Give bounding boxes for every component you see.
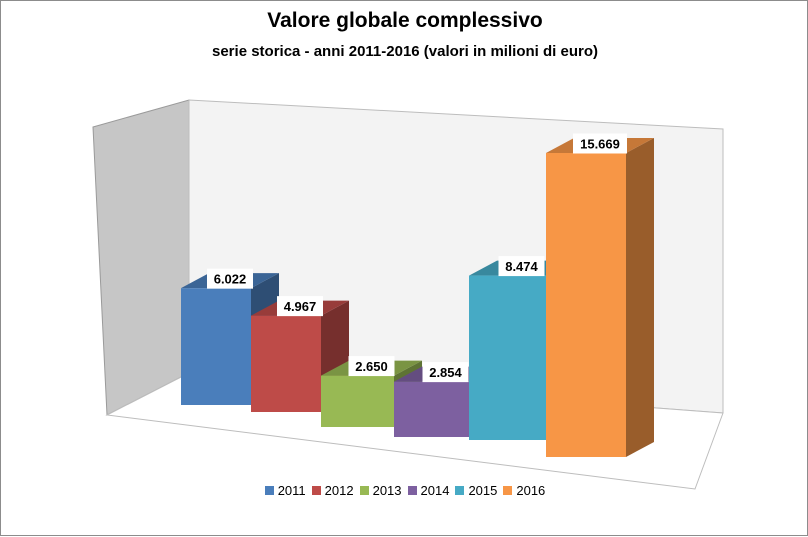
legend-label-2014: 2014 bbox=[420, 483, 450, 498]
bar-2011 bbox=[181, 288, 251, 405]
legend-item-2012: 2012 bbox=[311, 483, 354, 498]
data-label-2013: 2.650 bbox=[355, 359, 388, 374]
data-label-box-2013 bbox=[348, 356, 395, 377]
data-label-2011: 6.022 bbox=[214, 272, 247, 287]
legend-swatch-2015 bbox=[455, 486, 465, 495]
data-label-2012: 4.967 bbox=[284, 299, 317, 314]
legend-label-2015: 2015 bbox=[468, 483, 498, 498]
data-label-2016: 15.669 bbox=[580, 137, 620, 152]
bar-side-2016 bbox=[626, 138, 654, 457]
legend-swatch-2011 bbox=[264, 486, 274, 495]
legend-item-2015: 2015 bbox=[455, 483, 497, 498]
data-label-2014: 2.854 bbox=[429, 365, 462, 380]
legend-label-2016: 2016 bbox=[516, 483, 546, 498]
data-label-box-2016 bbox=[573, 133, 627, 154]
legend-label-2011: 2011 bbox=[277, 483, 306, 498]
data-label-box-2011 bbox=[207, 268, 253, 289]
legend-item-2016: 2016 bbox=[503, 483, 545, 498]
legend-item-2011: 2011 bbox=[264, 483, 306, 498]
legend-swatch-2013 bbox=[359, 486, 369, 495]
bar-2016 bbox=[546, 153, 626, 457]
chart-legend: 2011 2012 2013 2014 2015 2016 bbox=[1, 483, 808, 498]
side-wall bbox=[92, 99, 190, 416]
bar-2015 bbox=[469, 275, 546, 440]
legend-item-2014: 2014 bbox=[407, 483, 450, 498]
legend-swatch-2012 bbox=[311, 486, 321, 495]
chart-subtitle: serie storica - anni 2011-2016 (valori i… bbox=[212, 43, 598, 60]
data-label-box-2014 bbox=[422, 362, 469, 383]
legend-item-2013: 2013 bbox=[359, 483, 402, 498]
legend-label-2013: 2013 bbox=[372, 483, 402, 498]
data-label-box-2012 bbox=[277, 296, 323, 317]
legend-label-2012: 2012 bbox=[324, 483, 354, 498]
bar-2013 bbox=[321, 375, 394, 427]
legend-swatch-2014 bbox=[407, 486, 417, 495]
data-label-2015: 8.474 bbox=[505, 259, 538, 274]
bar-2014 bbox=[394, 381, 469, 437]
bar-2012 bbox=[251, 315, 321, 412]
chart-title: Valore globale complessivo bbox=[267, 9, 543, 32]
legend-swatch-2016 bbox=[503, 486, 513, 495]
data-label-box-2015 bbox=[498, 256, 545, 277]
